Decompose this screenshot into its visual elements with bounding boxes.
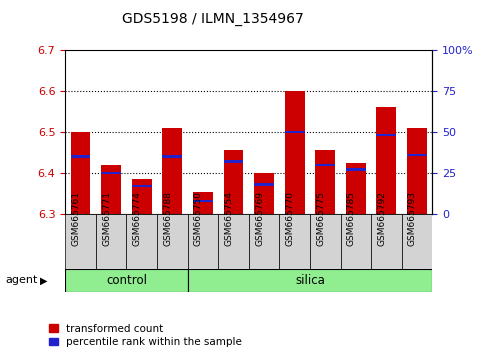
- Bar: [310, 214, 341, 269]
- Text: GSM665774: GSM665774: [133, 191, 142, 246]
- Text: GSM665769: GSM665769: [255, 191, 264, 246]
- Bar: [254, 173, 274, 214]
- Bar: [193, 200, 213, 202]
- Bar: [187, 214, 218, 269]
- Bar: [279, 214, 310, 269]
- Bar: [71, 132, 90, 214]
- Legend: transformed count, percentile rank within the sample: transformed count, percentile rank withi…: [49, 324, 242, 347]
- Bar: [162, 155, 182, 158]
- Bar: [193, 192, 213, 214]
- Text: GSM665770: GSM665770: [285, 191, 295, 246]
- Text: GSM665785: GSM665785: [347, 191, 356, 246]
- Bar: [346, 169, 366, 171]
- Bar: [71, 155, 90, 158]
- Bar: [101, 165, 121, 214]
- Bar: [224, 150, 243, 214]
- Bar: [402, 214, 432, 269]
- Bar: [346, 163, 366, 214]
- Text: GSM665793: GSM665793: [408, 191, 417, 246]
- Text: GSM665750: GSM665750: [194, 191, 203, 246]
- Text: GSM665754: GSM665754: [225, 191, 233, 246]
- Bar: [224, 160, 243, 163]
- Bar: [371, 214, 402, 269]
- Bar: [376, 107, 397, 214]
- Text: GSM665792: GSM665792: [377, 191, 386, 246]
- Bar: [315, 150, 335, 214]
- Text: GSM665788: GSM665788: [163, 191, 172, 246]
- Bar: [254, 183, 274, 186]
- Text: control: control: [106, 274, 147, 287]
- Bar: [218, 214, 249, 269]
- Bar: [132, 179, 152, 214]
- Bar: [341, 214, 371, 269]
- Bar: [162, 128, 182, 214]
- Bar: [101, 172, 121, 174]
- Text: GSM665775: GSM665775: [316, 191, 325, 246]
- Text: GSM665771: GSM665771: [102, 191, 111, 246]
- Bar: [65, 214, 96, 269]
- Bar: [65, 269, 187, 292]
- Text: GDS5198 / ILMN_1354967: GDS5198 / ILMN_1354967: [122, 12, 303, 27]
- Bar: [315, 164, 335, 166]
- Bar: [284, 91, 305, 214]
- Text: ▶: ▶: [40, 275, 48, 285]
- Bar: [132, 185, 152, 187]
- Bar: [284, 131, 305, 133]
- Text: GSM665761: GSM665761: [71, 191, 81, 246]
- Bar: [96, 214, 127, 269]
- Bar: [376, 134, 397, 136]
- Text: agent: agent: [6, 275, 38, 285]
- Text: silica: silica: [295, 274, 325, 287]
- Bar: [249, 214, 279, 269]
- Bar: [187, 269, 432, 292]
- Bar: [157, 214, 187, 269]
- Bar: [127, 214, 157, 269]
- Bar: [407, 154, 427, 156]
- Bar: [407, 128, 427, 214]
